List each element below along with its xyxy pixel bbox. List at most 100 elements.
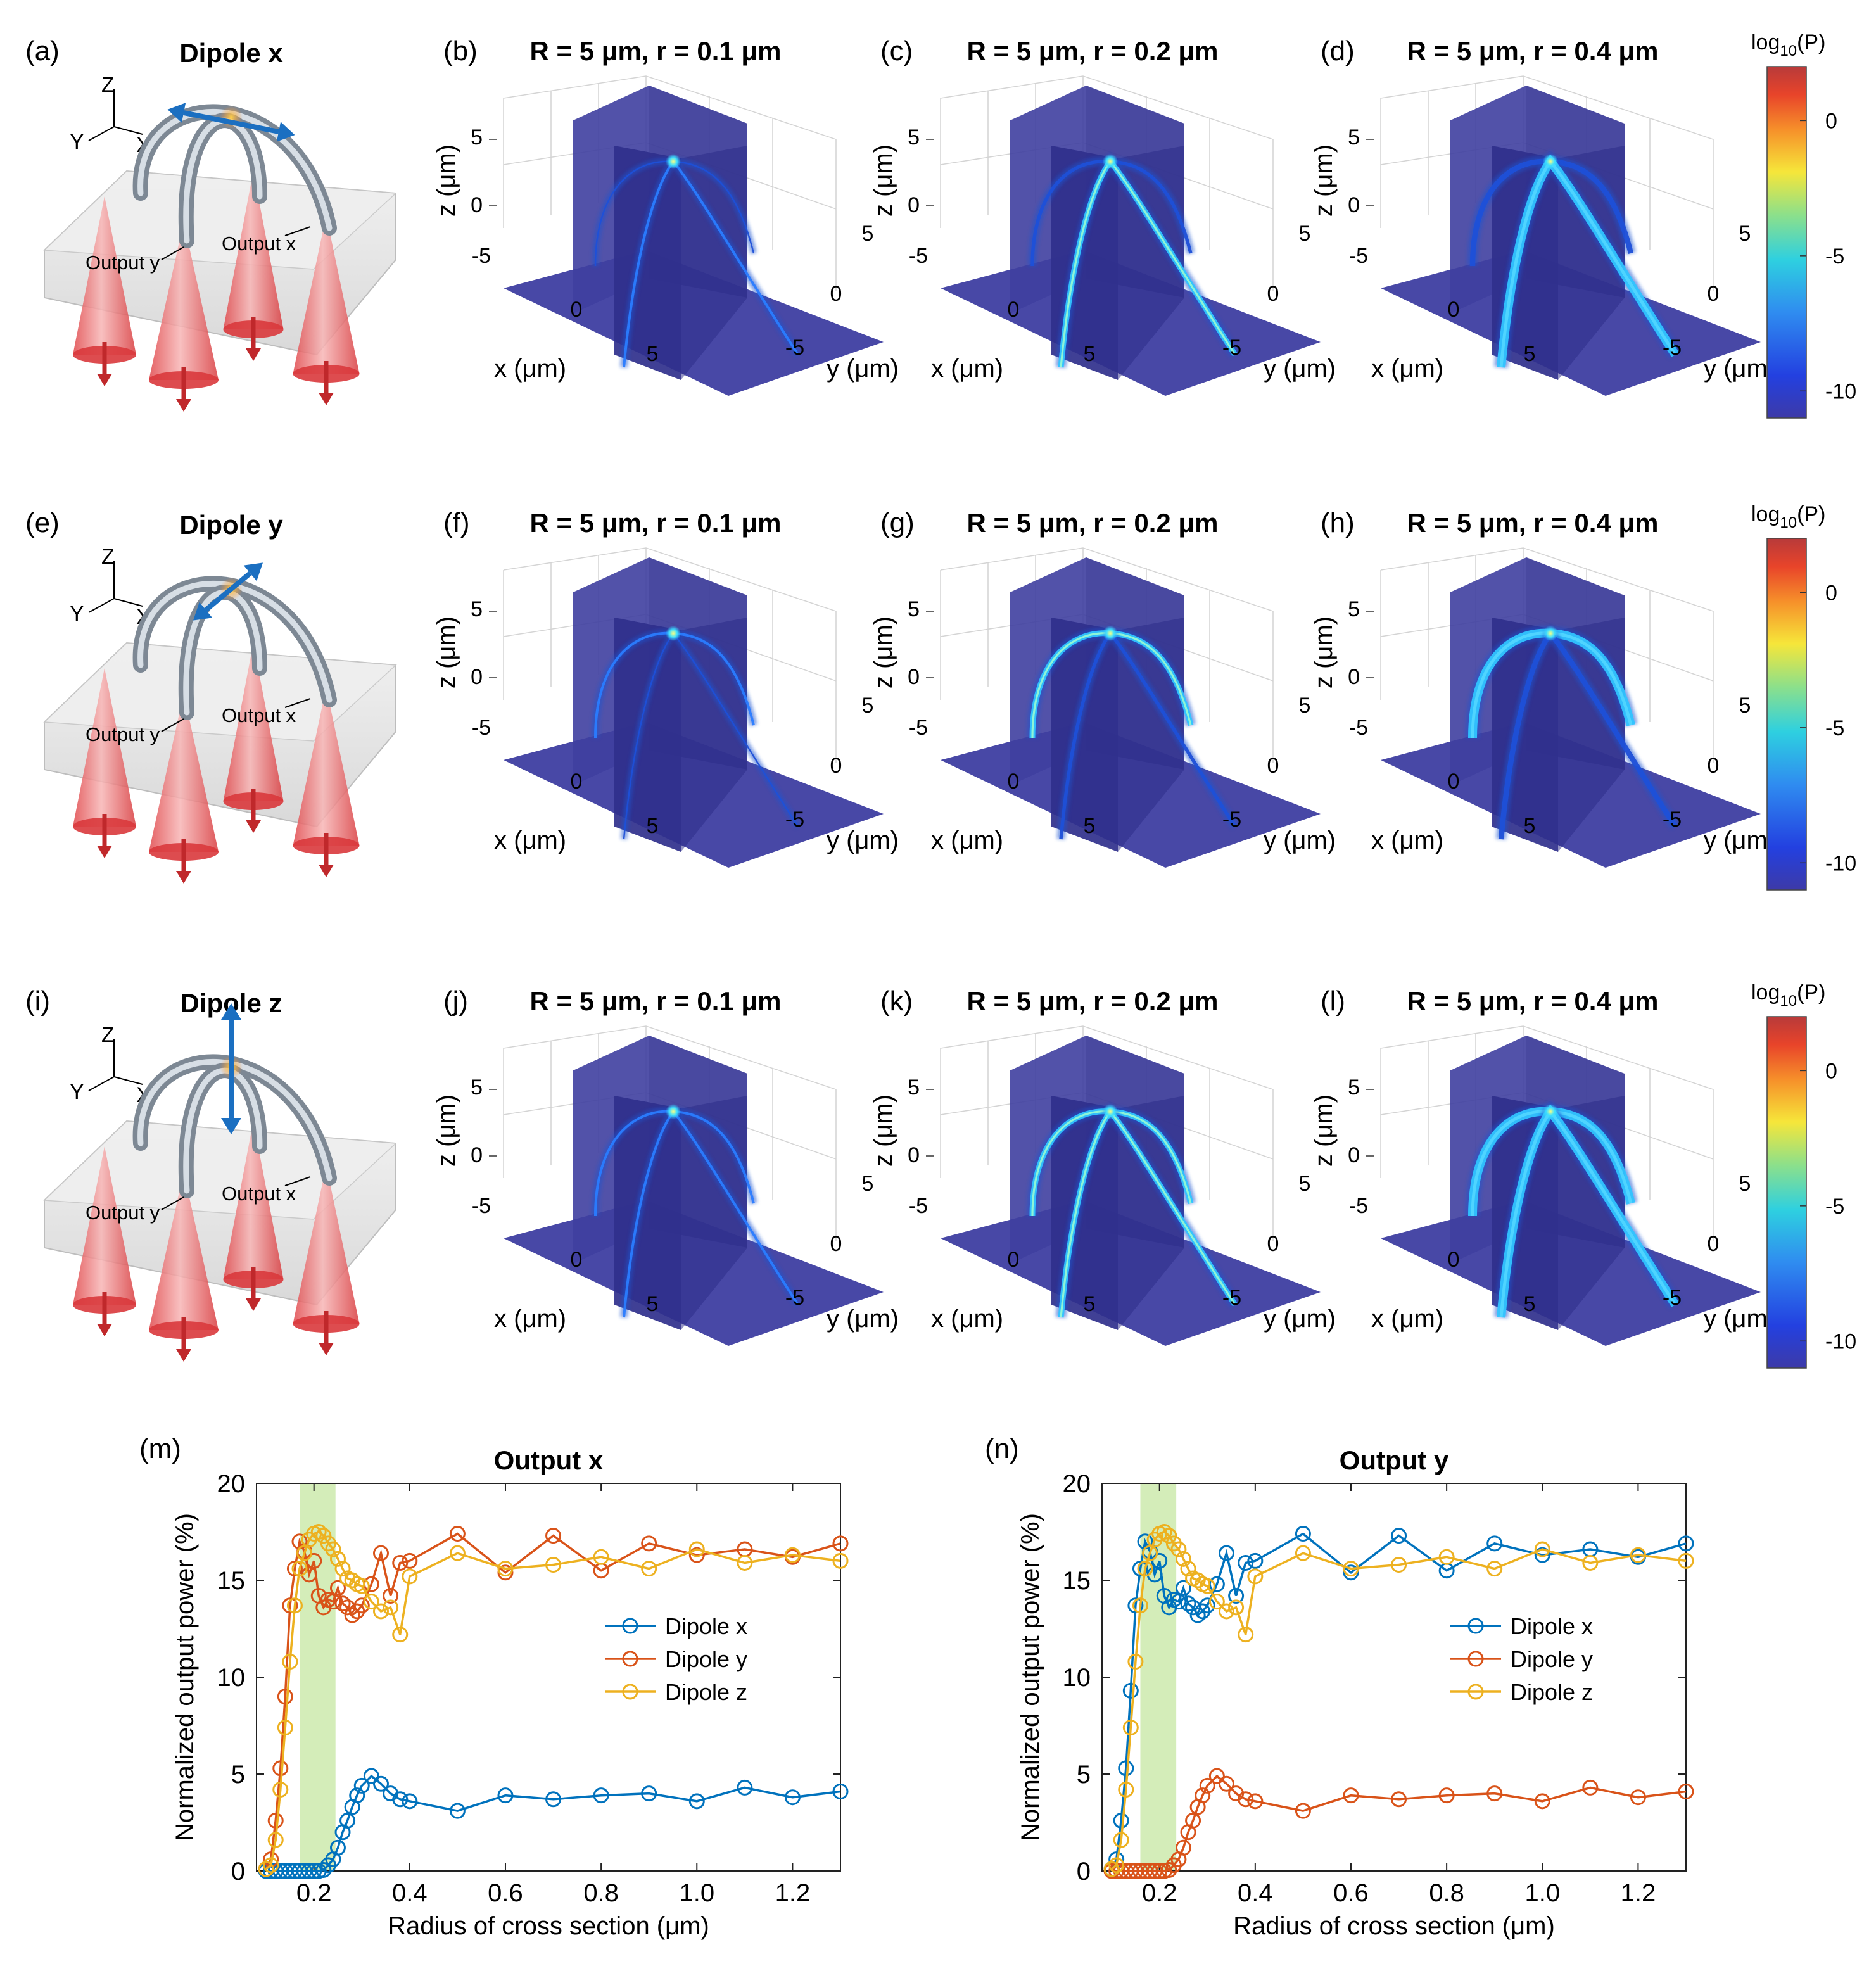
- data-point: [353, 1597, 370, 1614]
- data-point: [402, 1568, 418, 1585]
- data-point: [497, 1787, 514, 1804]
- y-axis-label: y (μm): [827, 355, 899, 383]
- y-axis-label: y (μm): [827, 1305, 899, 1333]
- y-tick-label: 5: [1077, 1761, 1091, 1789]
- data-point: [1132, 1561, 1148, 1577]
- dipole-hotspot: [666, 626, 681, 641]
- x-tick-5: 5: [647, 814, 659, 838]
- panel-label: (f): [443, 507, 470, 538]
- data-point: [593, 1549, 609, 1565]
- data-point: [1486, 1561, 1503, 1577]
- z-tick-5: 5: [471, 597, 483, 621]
- panel-label: (h): [1321, 507, 1355, 538]
- data-point: [1122, 1682, 1139, 1699]
- data-point: [1218, 1545, 1234, 1561]
- y-axis-label: y (μm): [1264, 827, 1336, 854]
- panel-title: R = 5 μm, r = 0.1 μm: [530, 36, 782, 66]
- y-tick-neg5: -5: [1222, 1286, 1241, 1310]
- data-point: [1438, 1787, 1455, 1804]
- panel-label: (k): [880, 986, 913, 1017]
- z-tick-5: 5: [1348, 125, 1360, 149]
- legend-entry: Dipole y: [1511, 1646, 1593, 1672]
- data-point: [449, 1803, 466, 1819]
- data-point: [688, 1793, 705, 1810]
- x-tick-0: 0: [571, 1248, 583, 1272]
- x-tick-neg5: -5: [472, 716, 491, 740]
- output-cone-1: [73, 1146, 136, 1336]
- data-point: [372, 1603, 389, 1620]
- field-panel-k: (k) R = 5 μm, r = 0.2 μm 5 0 z (μm) -5 0 5 x (μm…: [870, 986, 1336, 1346]
- field-panel-l: (l) R = 5 μm, r = 0.4 μm 5 0 z (μm) -5 0 5 x (μm…: [1310, 986, 1776, 1346]
- data-point: [1151, 1552, 1168, 1569]
- series-dipole-z: [1103, 1524, 1694, 1877]
- data-point: [737, 1779, 753, 1796]
- data-point: [593, 1787, 609, 1804]
- z-tick-0: 0: [471, 665, 483, 689]
- y-tick-neg5: -5: [1663, 336, 1682, 360]
- data-point: [1630, 1789, 1646, 1806]
- panel-label: (d): [1321, 35, 1355, 67]
- axis-y-label: Y: [70, 602, 84, 626]
- x-axis-label: x (μm): [1371, 355, 1443, 383]
- output-cone-3: [223, 171, 284, 361]
- data-point: [545, 1791, 562, 1808]
- dipole-hotspot: [1103, 1104, 1118, 1119]
- data-point: [1218, 1775, 1234, 1792]
- z-tick-5: 5: [1348, 1075, 1360, 1100]
- y-tick-0: 0: [1267, 754, 1279, 778]
- y-tick-5: 5: [1299, 222, 1311, 246]
- series-dipole-z: [258, 1524, 849, 1877]
- x-tick-neg5: -5: [1349, 244, 1368, 268]
- panel-label: (m): [139, 1433, 181, 1464]
- x-tick-0: 0: [1008, 1248, 1020, 1272]
- data-point: [1175, 1839, 1191, 1856]
- data-point: [1142, 1545, 1158, 1561]
- y-tick-0: 0: [1708, 754, 1720, 778]
- z-axis-label: z (μm): [1310, 144, 1338, 217]
- x-tick-label: 0.6: [1333, 1879, 1369, 1907]
- chart-title: Output y: [1340, 1445, 1449, 1475]
- series-dipole-y: [258, 1526, 849, 1877]
- data-point: [282, 1654, 298, 1670]
- y-tick-label: 0: [231, 1858, 245, 1886]
- z-tick-0: 0: [908, 193, 920, 217]
- axis-z-label: Z: [101, 545, 115, 569]
- data-point: [1438, 1549, 1455, 1565]
- data-point: [1343, 1564, 1359, 1581]
- data-point: [1247, 1793, 1264, 1810]
- data-point: [1175, 1551, 1191, 1567]
- schematic-title: Dipole x: [179, 38, 283, 68]
- output-x-label: Output x: [222, 232, 296, 255]
- data-point: [1118, 1781, 1134, 1798]
- series-dipole-y: [1103, 1768, 1694, 1879]
- y-axis-label: y (μm): [1264, 1305, 1336, 1333]
- data-point: [1170, 1594, 1187, 1610]
- panel-label: (a): [25, 35, 60, 67]
- data-point: [1113, 1812, 1129, 1829]
- z-tick-5: 5: [471, 125, 483, 149]
- field-panel-h: (h) R = 5 μm, r = 0.4 μm 5 0 z (μm) -5 0 5 x (μm…: [1310, 507, 1776, 868]
- data-point: [267, 1812, 284, 1829]
- data-point: [286, 1561, 303, 1577]
- output-y-label: Output y: [86, 723, 160, 745]
- output-cone-4: [293, 1165, 360, 1355]
- data-point: [1534, 1541, 1550, 1557]
- x-tick-label: 1.2: [775, 1879, 811, 1907]
- axis-y-label: Y: [70, 130, 84, 154]
- data-point: [1486, 1535, 1503, 1552]
- data-point: [1582, 1554, 1599, 1571]
- x-tick-5: 5: [1084, 814, 1096, 838]
- schematic-x: (a) Dipole x ZXY Output x Output y: [25, 35, 397, 412]
- data-point: [372, 1775, 389, 1792]
- data-point: [1678, 1552, 1694, 1569]
- y-axis-label: Normalized output power (%): [1017, 1513, 1044, 1841]
- dipole-z-arrow-icon: [221, 1003, 241, 1134]
- x-tick-label: 0.8: [583, 1879, 619, 1907]
- y-tick-label: 20: [1063, 1470, 1091, 1498]
- dipole-hotspot: [1103, 154, 1118, 169]
- data-point: [1238, 1791, 1254, 1808]
- colorbar-label-tail: (P): [1797, 980, 1825, 1005]
- data-point: [1228, 1599, 1245, 1616]
- x-tick-5: 5: [1524, 342, 1536, 366]
